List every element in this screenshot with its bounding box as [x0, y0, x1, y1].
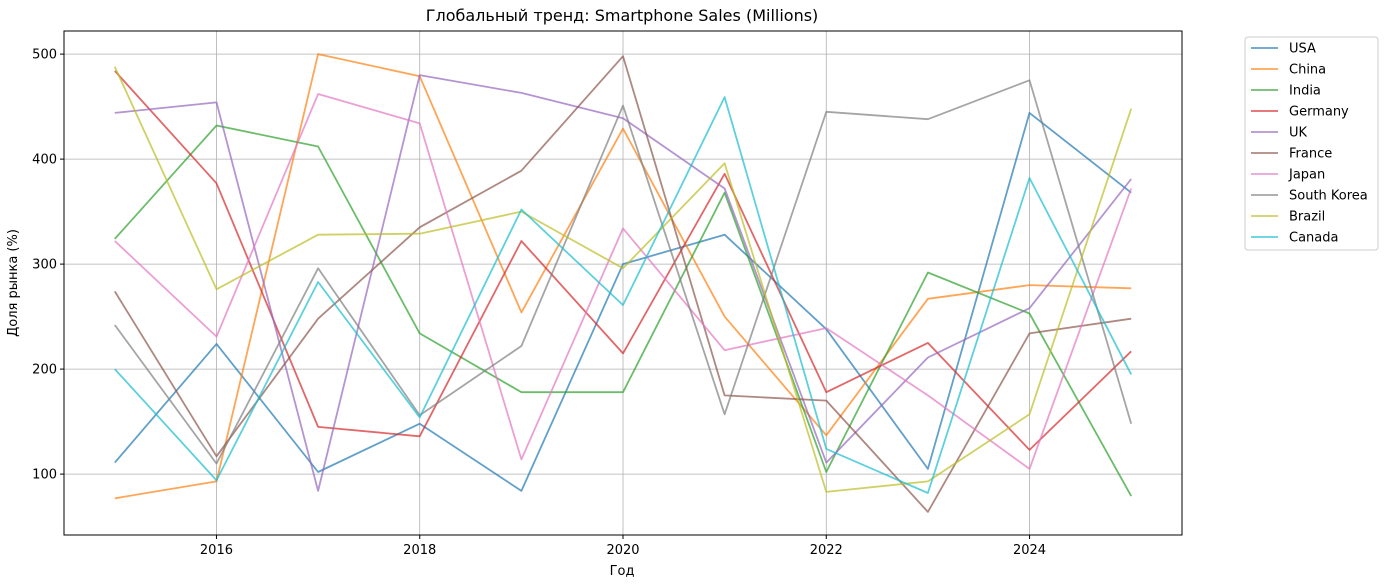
y-tick-label: 500 — [32, 48, 57, 63]
chart-title: Глобальный тренд: Smartphone Sales (Mill… — [426, 6, 819, 25]
legend-frame — [1244, 36, 1379, 251]
legend-label-china: China — [1289, 63, 1326, 78]
y-tick-label: 300 — [32, 258, 57, 273]
series-line-india — [114, 124, 1132, 497]
series-line-usa — [114, 112, 1132, 492]
legend-label-uk: UK — [1289, 126, 1308, 141]
grid — [64, 31, 1182, 535]
x-tick-label: 2022 — [810, 543, 843, 558]
legend-label-usa: USA — [1289, 42, 1316, 57]
legend-label-france: France — [1289, 147, 1332, 162]
x-tick-label: 2016 — [200, 543, 233, 558]
series-line-japan — [114, 93, 1133, 470]
legend-label-japan: Japan — [1288, 168, 1325, 183]
x-tick-label: 2020 — [606, 543, 639, 558]
legend-label-south-korea: South Korea — [1289, 189, 1368, 204]
y-tick-label: 200 — [32, 363, 57, 378]
series-line-canada — [114, 96, 1132, 494]
legend-label-canada: Canada — [1289, 231, 1338, 246]
series-line-south-korea — [114, 79, 1133, 465]
y-axis-label: Доля рынка (%) — [6, 229, 21, 337]
series-line-brazil — [113, 66, 1133, 493]
series-line-china — [114, 53, 1132, 500]
legend-label-germany: Germany — [1289, 105, 1349, 120]
series-line-uk — [114, 74, 1132, 492]
series-line-germany — [114, 70, 1132, 451]
series-line-france — [114, 55, 1132, 513]
axis-ticks: 2016 2018 2020 2022 2024 100 200 300 400 500 — [32, 48, 1046, 558]
legend: USA China India Germany UK France Japan South K… — [1244, 36, 1379, 251]
legend-label-india: India — [1289, 84, 1321, 99]
x-tick-label: 2018 — [403, 543, 436, 558]
y-tick-label: 100 — [32, 468, 57, 483]
legend-label-brazil: Brazil — [1289, 210, 1325, 225]
y-tick-label: 400 — [32, 153, 57, 168]
x-axis-label: Год — [610, 564, 635, 579]
x-tick-label: 2024 — [1013, 543, 1046, 558]
series-lines — [113, 53, 1133, 513]
